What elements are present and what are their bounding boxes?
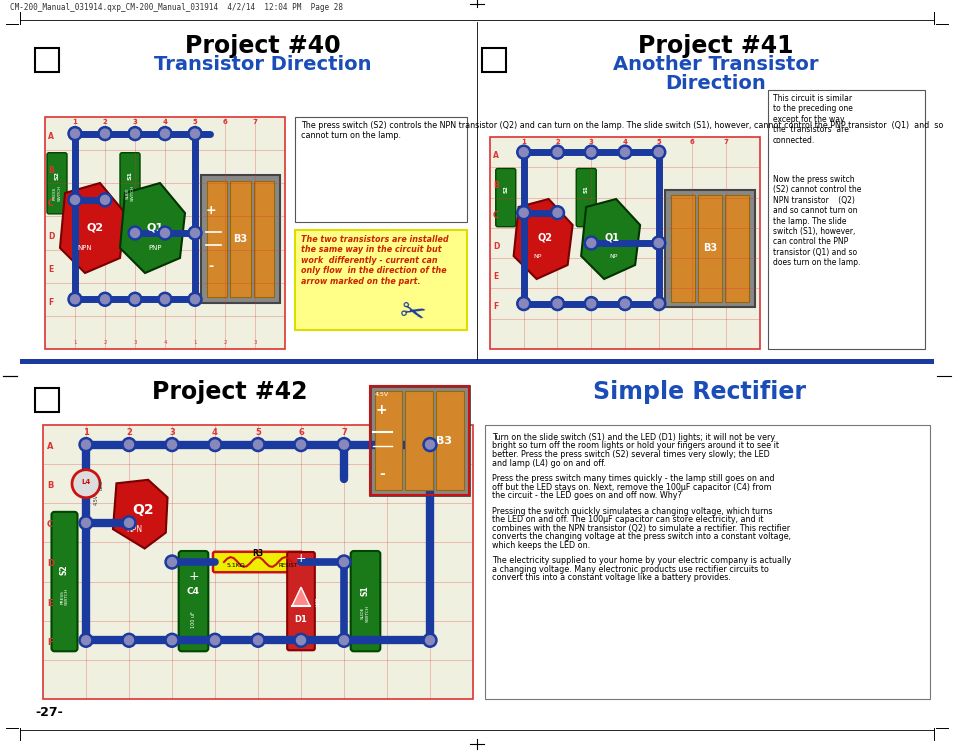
FancyBboxPatch shape xyxy=(496,168,516,226)
Text: NPN: NPN xyxy=(126,525,142,534)
Circle shape xyxy=(422,633,436,647)
FancyBboxPatch shape xyxy=(576,168,596,226)
Circle shape xyxy=(296,440,305,449)
Circle shape xyxy=(165,633,179,647)
Text: ✂: ✂ xyxy=(395,297,428,332)
Circle shape xyxy=(71,196,79,205)
Circle shape xyxy=(618,145,631,159)
Text: better. Press the press switch (S2) several times very slowly; the LED: better. Press the press switch (S2) seve… xyxy=(492,450,769,459)
Text: L4: L4 xyxy=(81,479,91,485)
Text: 5: 5 xyxy=(656,139,660,145)
Circle shape xyxy=(208,438,222,451)
Circle shape xyxy=(251,633,265,647)
Text: 2: 2 xyxy=(555,139,559,145)
Circle shape xyxy=(81,635,91,644)
Text: 100 uF: 100 uF xyxy=(191,611,195,627)
Text: 6: 6 xyxy=(222,119,227,125)
Text: C: C xyxy=(48,199,53,208)
Text: The electricity supplied to your home by your electric company is actually: The electricity supplied to your home by… xyxy=(492,556,790,565)
Text: D: D xyxy=(47,559,54,569)
Text: 4: 4 xyxy=(162,119,168,125)
Text: B: B xyxy=(48,165,53,174)
Text: combines with the NPN transistor (Q2) to simulate a rectifier. This rectifier: combines with the NPN transistor (Q2) to… xyxy=(492,523,789,532)
Bar xyxy=(698,195,721,302)
Circle shape xyxy=(160,129,170,138)
Circle shape xyxy=(253,635,262,644)
FancyBboxPatch shape xyxy=(213,552,303,572)
Text: NP: NP xyxy=(533,253,541,259)
Text: The two transistors are installed
the same way in the circuit but
work  differen: The two transistors are installed the sa… xyxy=(301,235,448,286)
Text: 5: 5 xyxy=(254,428,261,437)
Circle shape xyxy=(165,438,179,451)
Text: 9: 9 xyxy=(427,428,433,437)
Text: 5.1KΩ: 5.1KΩ xyxy=(227,562,245,568)
Circle shape xyxy=(550,296,564,311)
Text: B3: B3 xyxy=(702,244,717,253)
Text: PRESS
SWITCH: PRESS SWITCH xyxy=(52,185,61,202)
Circle shape xyxy=(81,518,91,527)
Circle shape xyxy=(550,145,564,159)
Circle shape xyxy=(71,470,100,498)
Text: 7: 7 xyxy=(723,139,728,145)
Circle shape xyxy=(68,293,82,306)
Circle shape xyxy=(619,299,629,308)
Text: 2: 2 xyxy=(103,119,108,125)
Text: S2: S2 xyxy=(60,564,69,575)
Text: and lamp (L4) go on and off.: and lamp (L4) go on and off. xyxy=(492,459,605,468)
FancyBboxPatch shape xyxy=(51,512,77,651)
Text: -: - xyxy=(378,466,384,481)
Text: A: A xyxy=(47,442,53,451)
Text: a changing voltage. Many electronic products use rectifier circuits to: a changing voltage. Many electronic prod… xyxy=(492,565,768,574)
Circle shape xyxy=(168,635,176,644)
Circle shape xyxy=(122,438,136,451)
Bar xyxy=(35,388,59,412)
Text: 4.5V: 4.5V xyxy=(93,494,98,505)
Circle shape xyxy=(422,438,436,451)
Text: NPN: NPN xyxy=(77,245,92,251)
Text: bright so turn off the room lights or hold your fingers around it to see it: bright so turn off the room lights or ho… xyxy=(492,441,779,450)
Circle shape xyxy=(208,633,222,647)
Text: 3: 3 xyxy=(588,139,593,145)
Bar xyxy=(436,391,463,490)
Circle shape xyxy=(98,293,112,306)
Circle shape xyxy=(553,299,561,308)
Circle shape xyxy=(168,440,176,449)
Circle shape xyxy=(68,193,82,207)
Circle shape xyxy=(336,555,351,569)
Text: RESIST: RESIST xyxy=(278,562,297,568)
Text: the circuit - the LED goes on and off now. Why?: the circuit - the LED goes on and off no… xyxy=(492,491,681,500)
Text: 3: 3 xyxy=(169,428,174,437)
Circle shape xyxy=(251,438,265,451)
Text: 3: 3 xyxy=(132,119,137,125)
Circle shape xyxy=(158,226,172,240)
Text: which keeps the LED on.: which keeps the LED on. xyxy=(492,541,590,550)
Text: C: C xyxy=(47,520,53,529)
Text: R3: R3 xyxy=(253,548,263,557)
Text: 4: 4 xyxy=(212,428,217,437)
Text: B3: B3 xyxy=(233,234,247,244)
Text: Project #41: Project #41 xyxy=(638,34,793,58)
Circle shape xyxy=(168,557,176,566)
Polygon shape xyxy=(120,183,185,273)
Circle shape xyxy=(98,126,112,141)
Circle shape xyxy=(583,236,598,250)
Circle shape xyxy=(71,295,79,304)
Text: -: - xyxy=(208,260,213,274)
Circle shape xyxy=(339,440,348,449)
Circle shape xyxy=(122,516,136,530)
Circle shape xyxy=(654,147,662,156)
Circle shape xyxy=(654,299,662,308)
Text: +: + xyxy=(205,205,215,217)
Text: Simple Rectifier: Simple Rectifier xyxy=(593,380,805,404)
Circle shape xyxy=(81,440,91,449)
Text: S1: S1 xyxy=(128,171,132,180)
Circle shape xyxy=(211,635,219,644)
Circle shape xyxy=(160,295,170,304)
Text: 4: 4 xyxy=(163,340,167,345)
Bar xyxy=(405,391,433,490)
Text: F: F xyxy=(493,302,497,311)
Text: Now the press switch
(S2) cannot control the
NPN transistor    (Q2)
and so canno: Now the press switch (S2) cannot control… xyxy=(772,175,861,267)
Circle shape xyxy=(425,440,434,449)
Bar xyxy=(767,90,924,349)
Circle shape xyxy=(211,440,219,449)
